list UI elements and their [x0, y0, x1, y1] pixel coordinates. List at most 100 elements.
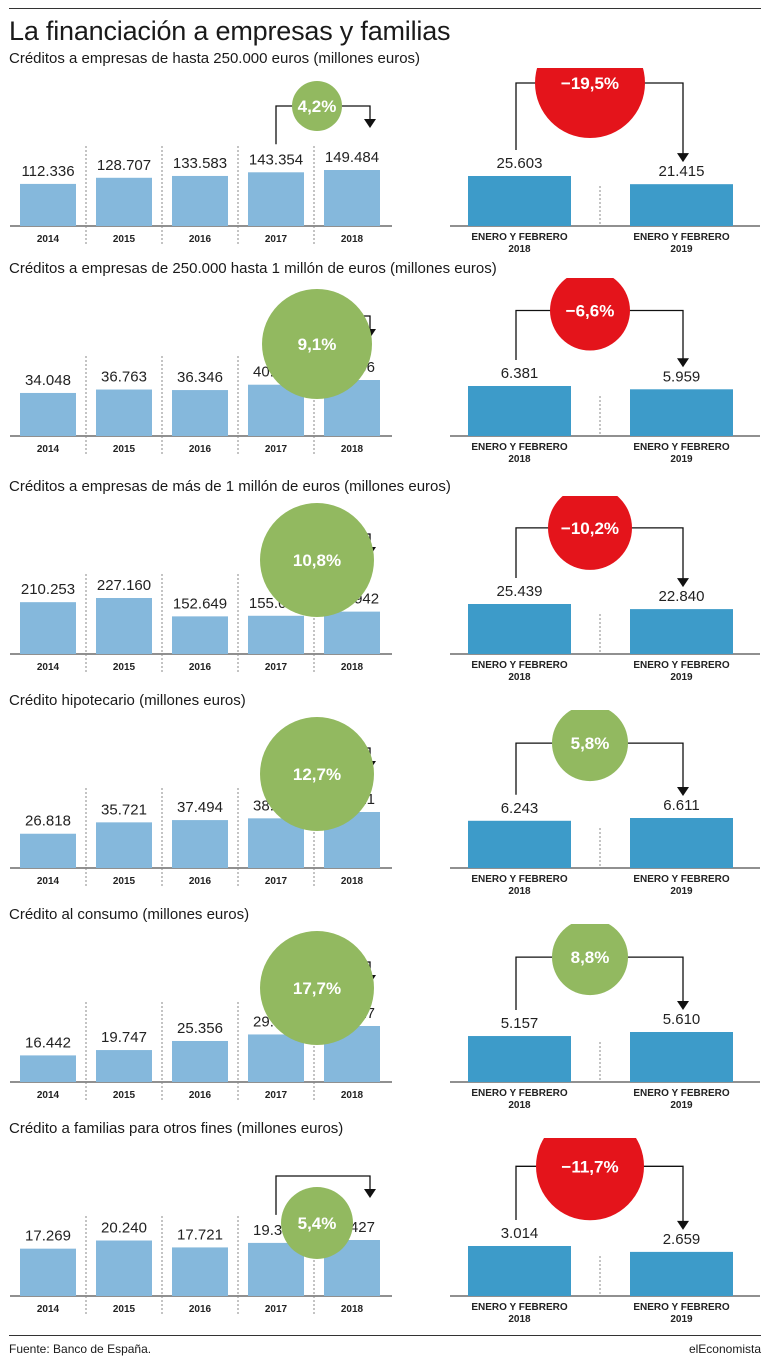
year-label: 2016 — [189, 1304, 212, 1315]
period-year-label: 2018 — [508, 454, 531, 465]
bar-2016 — [172, 1040, 228, 1082]
bar-2015 — [96, 177, 152, 226]
period-year-label: 2018 — [508, 244, 531, 255]
year-label: 2017 — [265, 662, 288, 673]
year-label: 2017 — [265, 1090, 288, 1101]
comparison-bar-2019 — [630, 609, 733, 654]
bar-value-label: 210.253 — [21, 581, 75, 598]
comparison-bar-2019 — [630, 1032, 733, 1082]
year-label: 2015 — [113, 234, 136, 245]
period-year-label: 2018 — [508, 886, 531, 897]
year-label: 2016 — [189, 662, 212, 673]
comparison-value-label: 6.611 — [663, 797, 699, 814]
right-change-arrowhead — [677, 153, 689, 163]
period-year-label: 2019 — [670, 1100, 693, 1111]
comparison-value-label: 21.415 — [659, 163, 705, 180]
right-change-circle — [552, 924, 628, 996]
year-label: 2016 — [189, 1090, 212, 1101]
period-year-label: 2018 — [508, 1314, 531, 1325]
left-change-circle — [260, 931, 374, 1045]
source-note: Fuente: Banco de España. — [9, 1342, 152, 1356]
right-change-label: 8,8% — [571, 948, 610, 967]
panel-4-chart: 26.818201435.721201537.494201638.8632017… — [10, 710, 760, 897]
bar-2016 — [172, 175, 228, 226]
panel-6-title: Crédito a familias para otros fines (mil… — [9, 1120, 344, 1137]
bar-value-label: 133.583 — [173, 155, 227, 172]
bar-2015 — [96, 1050, 152, 1082]
right-change-label: −11,7% — [561, 1157, 618, 1176]
comparison-bar-2019 — [630, 389, 733, 436]
bar-2017 — [248, 1242, 304, 1296]
year-label: 2014 — [37, 876, 60, 887]
comparison-value-label: 22.840 — [659, 588, 705, 605]
period-label: ENERO Y FEBRERO — [633, 1088, 730, 1099]
bar-value-label: 143.354 — [249, 151, 303, 168]
bar-2016 — [172, 1247, 228, 1296]
panel-6-chart: 17.269201420.240201517.721201619.3672017… — [10, 1138, 760, 1325]
left-change-circle — [292, 81, 342, 131]
bar-value-label: 152.649 — [173, 595, 227, 612]
panel-4-title: Crédito hipotecario (millones euros) — [9, 692, 246, 709]
year-label: 2016 — [189, 234, 212, 245]
left-change-label: 17,7% — [293, 979, 341, 998]
brand-logo-text: elEconomista — [688, 1342, 761, 1356]
year-label: 2017 — [265, 444, 288, 455]
right-change-label: −10,2% — [561, 519, 619, 538]
bar-2017 — [248, 172, 304, 226]
period-year-label: 2019 — [670, 886, 693, 897]
right-change-arrowhead — [677, 1001, 689, 1010]
right-change-circle — [536, 1138, 644, 1221]
left-change-circle — [281, 1187, 353, 1259]
bar-2018 — [324, 170, 380, 226]
right-change-circle — [552, 710, 628, 782]
bar-value-label: 34.048 — [25, 372, 71, 389]
bar-2016 — [172, 616, 228, 654]
period-year-label: 2019 — [670, 1314, 693, 1325]
right-change-arrowhead — [677, 358, 689, 368]
comparison-value-label: 3.014 — [501, 1225, 539, 1242]
right-change-connector — [515, 527, 684, 580]
bar-2015 — [96, 1240, 152, 1296]
comparison-bar-2018 — [468, 386, 571, 436]
right-change-arrowhead — [677, 787, 689, 796]
bar-2017 — [248, 615, 304, 654]
footer-rule — [9, 1335, 761, 1336]
panel-1-chart: 112.336 2014 128.707 2015 133.583 2016 143.354… — [10, 68, 760, 255]
period-year-label: 2018 — [508, 1100, 531, 1111]
right-change-label: 5,8% — [571, 734, 610, 753]
bar-2017 — [248, 1034, 304, 1082]
bar-2015 — [96, 822, 152, 868]
left-change-label: 10,8% — [293, 551, 341, 570]
period-label: ENERO Y FEBRERO — [633, 232, 730, 243]
period-label: ENERO Y FEBRERO — [471, 232, 568, 243]
period-label: ENERO Y FEBRERO — [471, 874, 568, 885]
left-change-label: 4,2% — [298, 97, 337, 116]
right-change-label: −6,6% — [566, 302, 615, 321]
panel-5-title: Crédito al consumo (millones euros) — [9, 906, 250, 923]
bar-value-label: 227.160 — [97, 577, 151, 594]
comparison-bar-2019 — [630, 818, 733, 868]
panel-1-title: Créditos a empresas de hasta 250.000 eur… — [9, 50, 421, 67]
bar-value-label: 16.442 — [25, 1034, 71, 1051]
right-change-circle — [548, 496, 632, 570]
bar-value-label: 26.818 — [25, 813, 71, 830]
year-label: 2018 — [341, 444, 364, 455]
right-change-label: −19,5% — [561, 74, 619, 93]
year-label: 2017 — [265, 1304, 288, 1315]
comparison-bar-2018 — [468, 176, 571, 226]
bar-value-label: 149.484 — [325, 149, 379, 166]
period-year-label: 2019 — [670, 454, 693, 465]
year-label: 2016 — [189, 444, 212, 455]
left-change-connector — [275, 1175, 371, 1215]
year-label: 2014 — [37, 444, 60, 455]
period-label: ENERO Y FEBRERO — [471, 1088, 568, 1099]
comparison-value-label: 25.439 — [497, 583, 543, 600]
bar-2017 — [248, 818, 304, 868]
bar-value-label: 37.494 — [177, 799, 223, 816]
panel-2-chart: 34.048201436.763201536.346201640.5822017… — [10, 278, 760, 465]
year-label: 2018 — [341, 1304, 364, 1315]
comparison-bar-2018 — [468, 820, 571, 868]
comparison-value-label: 6.381 — [501, 365, 539, 382]
year-label: 2018 — [341, 662, 364, 673]
comparison-bar-2018 — [468, 1036, 571, 1082]
